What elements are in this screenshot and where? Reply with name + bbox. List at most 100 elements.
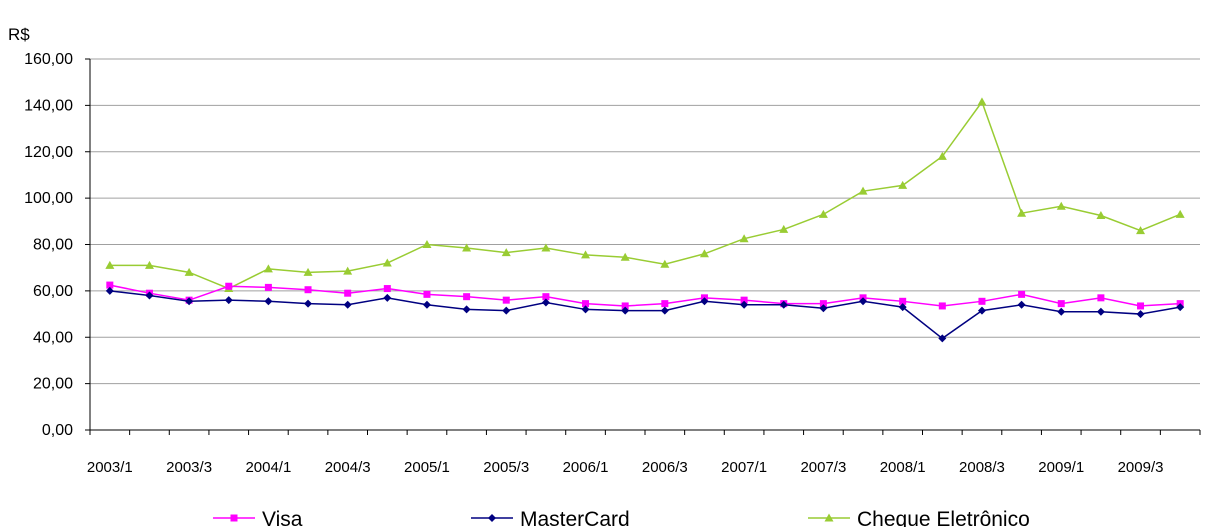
data-point: [699, 249, 709, 258]
data-point: [383, 293, 392, 302]
data-point: [859, 297, 868, 306]
data-point: [264, 297, 273, 306]
y-tick-label: 60,00: [33, 283, 73, 300]
data-point: [185, 297, 194, 306]
x-tick-label: 2004/1: [245, 459, 291, 476]
data-point: [304, 299, 313, 308]
data-point: [660, 306, 669, 315]
data-point: [858, 186, 868, 195]
x-tick-label: 2006/1: [563, 459, 609, 476]
data-point: [1056, 201, 1066, 210]
data-point: [462, 243, 472, 252]
data-point: [898, 303, 907, 312]
data-point: [264, 283, 272, 291]
x-tick-label: 2009/1: [1038, 459, 1084, 476]
legend-marker: [488, 514, 496, 522]
y-tick-label: 140,00: [24, 97, 73, 114]
legend-label: MasterCard: [520, 508, 630, 527]
data-point: [977, 306, 986, 315]
data-point: [1096, 211, 1106, 220]
data-point: [581, 305, 590, 314]
data-point: [343, 300, 352, 309]
x-tick-label: 2003/1: [87, 459, 133, 476]
legend-marker: [824, 513, 834, 522]
data-point: [383, 285, 391, 293]
data-point: [502, 296, 510, 304]
data-point: [422, 240, 432, 248]
y-tick-label: 40,00: [33, 329, 73, 346]
data-point: [779, 224, 789, 233]
data-point: [501, 248, 511, 257]
x-tick-label: 2007/3: [800, 459, 846, 476]
data-point: [225, 282, 233, 290]
data-point: [106, 281, 114, 289]
data-point: [898, 180, 908, 189]
data-point: [1018, 290, 1026, 298]
data-point: [224, 296, 233, 305]
x-tick-label: 2008/1: [880, 459, 926, 476]
data-point: [1097, 294, 1105, 302]
data-point: [541, 243, 551, 252]
data-point: [105, 286, 114, 295]
data-point: [463, 293, 471, 301]
data-point: [739, 234, 749, 243]
x-tick-label: 2005/1: [404, 459, 450, 476]
data-point: [700, 297, 709, 306]
data-point: [819, 304, 828, 313]
y-tick-label: 20,00: [33, 376, 73, 393]
data-point: [621, 306, 630, 315]
y-tick-label: 160,00: [24, 51, 73, 68]
data-point: [422, 300, 431, 309]
data-point: [977, 97, 987, 106]
data-point: [1017, 300, 1026, 309]
data-point: [1136, 310, 1145, 319]
data-point: [144, 260, 154, 269]
series-line: [109, 290, 1181, 340]
series-1: [105, 286, 1185, 343]
data-point: [621, 302, 629, 310]
data-point: [541, 298, 550, 307]
data-point: [818, 209, 828, 218]
y-tick-label: 100,00: [24, 190, 73, 207]
x-axis: 2003/1 2003/3 2004/1 2004/3 2005/1 2005/3 2006…: [87, 429, 1201, 476]
series-line: [109, 284, 1181, 307]
data-series: [105, 97, 1185, 343]
data-point: [938, 334, 947, 343]
data-point: [779, 300, 788, 309]
data-point: [978, 297, 986, 305]
legend-item-0: Visa: [213, 508, 303, 527]
data-point: [1176, 303, 1185, 312]
data-point: [382, 258, 392, 267]
data-point: [304, 286, 312, 294]
data-point: [1096, 307, 1105, 316]
legend-item-1: MasterCard: [471, 508, 630, 527]
data-point: [423, 290, 431, 298]
x-tick-label: 2006/3: [642, 459, 688, 476]
data-point: [1136, 226, 1146, 235]
data-point: [581, 250, 591, 259]
data-point: [343, 266, 353, 275]
data-point: [740, 296, 748, 304]
data-point: [105, 260, 115, 269]
x-tick-label: 2005/3: [483, 459, 529, 476]
data-point: [740, 300, 749, 309]
data-point: [263, 264, 273, 273]
data-point: [819, 300, 827, 308]
y-tick-label: 120,00: [24, 144, 73, 161]
data-point: [938, 302, 946, 310]
x-tick-label: 2004/3: [325, 459, 371, 476]
series-2: [105, 97, 1185, 293]
data-point: [1175, 209, 1185, 218]
data-point: [145, 291, 154, 300]
legend-item-2: Cheque Eletrônico: [808, 508, 1030, 527]
data-point: [582, 300, 590, 308]
data-point: [542, 293, 550, 301]
x-tick-label: 2007/1: [721, 459, 767, 476]
gridlines: [90, 58, 1200, 385]
data-point: [344, 289, 352, 297]
data-point: [1057, 307, 1066, 316]
series-line: [109, 100, 1181, 290]
legend: Visa MasterCard Cheque Eletrônico: [213, 508, 1030, 527]
y-tick-label: 80,00: [33, 237, 73, 254]
